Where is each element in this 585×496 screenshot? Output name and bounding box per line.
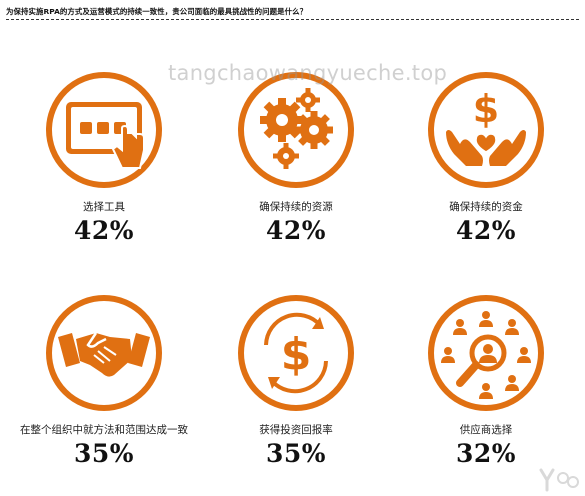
chart-title: 为保持实施RPA的方式及运营模式的持续一致性，贵公司面临的最具挑战性的问题是什么…	[6, 7, 308, 16]
dollar-cycle-icon: $	[236, 293, 356, 413]
challenge-label: 确保持续的资金	[449, 201, 523, 213]
hands-dollar-icon: $	[426, 70, 546, 190]
brand-logo-icon	[539, 468, 579, 492]
challenge-label: 获得投资回报率	[259, 424, 333, 436]
challenge-label: 选择工具	[83, 201, 125, 213]
challenge-value: 42%	[265, 216, 327, 245]
gears-icon	[236, 70, 356, 190]
handshake-icon	[44, 293, 164, 413]
watermark-text: tangchaowangyueche.top	[168, 61, 448, 85]
svg-text:$: $	[281, 329, 312, 380]
challenge-value: 32%	[455, 439, 517, 468]
challenge-label: 在整个组织中就方法和范围达成一致	[20, 424, 188, 436]
people-search-icon	[426, 293, 546, 413]
title-divider	[6, 19, 579, 20]
challenge-label: 确保持续的资源	[259, 201, 333, 213]
tablet-touch-icon	[44, 70, 164, 190]
challenge-value: 35%	[265, 439, 327, 468]
challenge-value: 42%	[73, 216, 135, 245]
challenge-label: 供应商选择	[459, 424, 513, 436]
challenge-value: 42%	[455, 216, 517, 245]
challenge-value: 35%	[73, 439, 135, 468]
svg-text:$: $	[473, 87, 499, 131]
